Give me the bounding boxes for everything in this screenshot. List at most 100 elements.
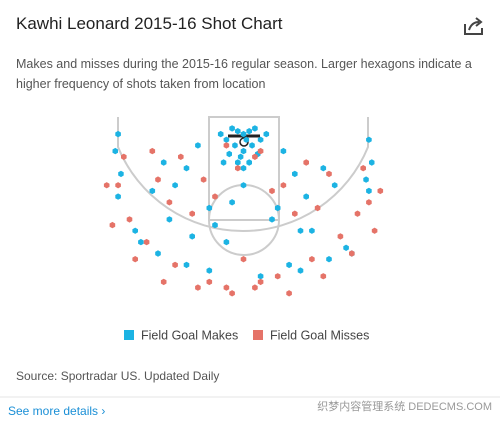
shot-hexagon [297, 227, 304, 234]
shot-hexagon [303, 159, 309, 166]
shot-hexagon [166, 216, 173, 223]
shot-hexagon [220, 159, 227, 166]
shot-hexagon [103, 182, 110, 189]
shot-hexagon [360, 165, 366, 172]
shot-hexagon [326, 170, 332, 178]
shot-hexagon [292, 170, 298, 178]
shot-hexagon [280, 147, 287, 155]
shot-hexagon [235, 165, 241, 172]
shot-hexagon [166, 199, 173, 206]
shot-hexagon [252, 125, 258, 132]
shot-hexagon [212, 221, 218, 229]
shot-hexagon [240, 147, 247, 155]
shot-hexagon [172, 182, 178, 189]
shot-hexagon [246, 128, 252, 135]
shot-hexagon [366, 136, 372, 143]
subtitle: Makes and misses during the 2015-16 regu… [16, 57, 472, 91]
share-icon[interactable] [464, 17, 483, 35]
shot-hexagon [229, 199, 235, 206]
shot-hexagon [240, 130, 247, 138]
shot-hexagon [257, 273, 264, 280]
shot-hexagon [286, 261, 292, 269]
shot-hexagon [337, 233, 344, 240]
shot-hexagon [183, 261, 190, 269]
legend-label: Field Goal Makes [141, 328, 238, 342]
shot-hexagon [132, 227, 138, 234]
shot-hexagon [121, 153, 127, 160]
shot-hexagon [189, 210, 195, 217]
shot-hexagon [297, 267, 304, 274]
shot-hexagon [326, 256, 332, 263]
legend-label: Field Goal Misses [270, 328, 369, 342]
see-more-link[interactable]: See more details › [8, 404, 106, 418]
shot-hexagon [223, 238, 230, 246]
shot-hexagon [178, 153, 184, 160]
shot-hexagon [155, 176, 161, 183]
shot-hexagon [109, 221, 116, 229]
shot-hexagon [206, 278, 213, 286]
shot-hexagon [235, 128, 241, 135]
shot-hexagon [314, 204, 321, 212]
shot-hexagon [223, 136, 230, 143]
shot-hexagon [235, 159, 241, 166]
legend-swatch [124, 330, 134, 340]
shot-hexagon [269, 216, 275, 223]
shot-hexagon [292, 210, 298, 217]
shot-hexagon [237, 153, 244, 160]
shot-hexagon [223, 284, 230, 291]
shot-hexagon [195, 284, 201, 291]
shot-hexagon [226, 150, 232, 158]
shot-hexagon [246, 159, 252, 166]
source: Source: Sportradar US. Updated Daily [16, 369, 220, 383]
shot-hexagon [280, 182, 287, 189]
shot-hexagon [252, 153, 258, 160]
shot-hexagon [263, 130, 270, 138]
shot-hexagon [269, 187, 275, 195]
shot-hexagon [160, 159, 167, 166]
shot-hexagon [240, 182, 247, 189]
shot-hexagon [363, 176, 369, 183]
shot-hexagon [286, 290, 292, 297]
shot-hexagon [274, 204, 281, 212]
shot-hexagon [354, 210, 361, 217]
shot-hexagon [320, 273, 327, 280]
shot-hexagon [349, 250, 355, 257]
shot-hexagon [172, 261, 178, 269]
shot-hexagon [115, 182, 121, 189]
shot-hexagon [252, 284, 258, 291]
shot-hexagon [274, 273, 281, 280]
shot-hexagon [115, 193, 121, 200]
shot-hexagon [309, 227, 315, 234]
shot-hexagon [309, 256, 315, 263]
shot-hexagon [303, 193, 309, 200]
legend-swatch [253, 330, 263, 340]
shot-hexagon [206, 204, 213, 212]
shot-hexagon [138, 238, 144, 246]
shot-hexagon [206, 267, 213, 274]
shot-hexagon [149, 147, 156, 155]
shot-hexagon [229, 290, 235, 297]
shot-hexagon [160, 278, 167, 286]
shot-hexagon [232, 142, 238, 149]
shot-hexagon [115, 130, 121, 138]
shot-hexagon [257, 278, 264, 286]
shot-hexagon [223, 142, 230, 149]
shot-hexagon [257, 147, 264, 155]
shot-hexagon [112, 147, 118, 155]
shot-hexagon [343, 244, 349, 251]
shot-hexagon [229, 125, 235, 132]
shot-hexagon [249, 142, 255, 149]
watermark: 织梦内容管理系统 DEDECMS.COM [317, 401, 492, 413]
title: Kawhi Leonard 2015-16 Shot Chart [16, 14, 283, 33]
shot-hexagon [369, 159, 375, 166]
shot-hexagon [212, 193, 218, 200]
shot-hexagon [217, 130, 224, 138]
shot-hexagon [189, 233, 195, 240]
shot-hexagon [118, 170, 124, 178]
court [117, 116, 369, 256]
shot-hexagon [240, 256, 247, 263]
lane [208, 116, 280, 221]
shot-hexagon [366, 187, 372, 195]
